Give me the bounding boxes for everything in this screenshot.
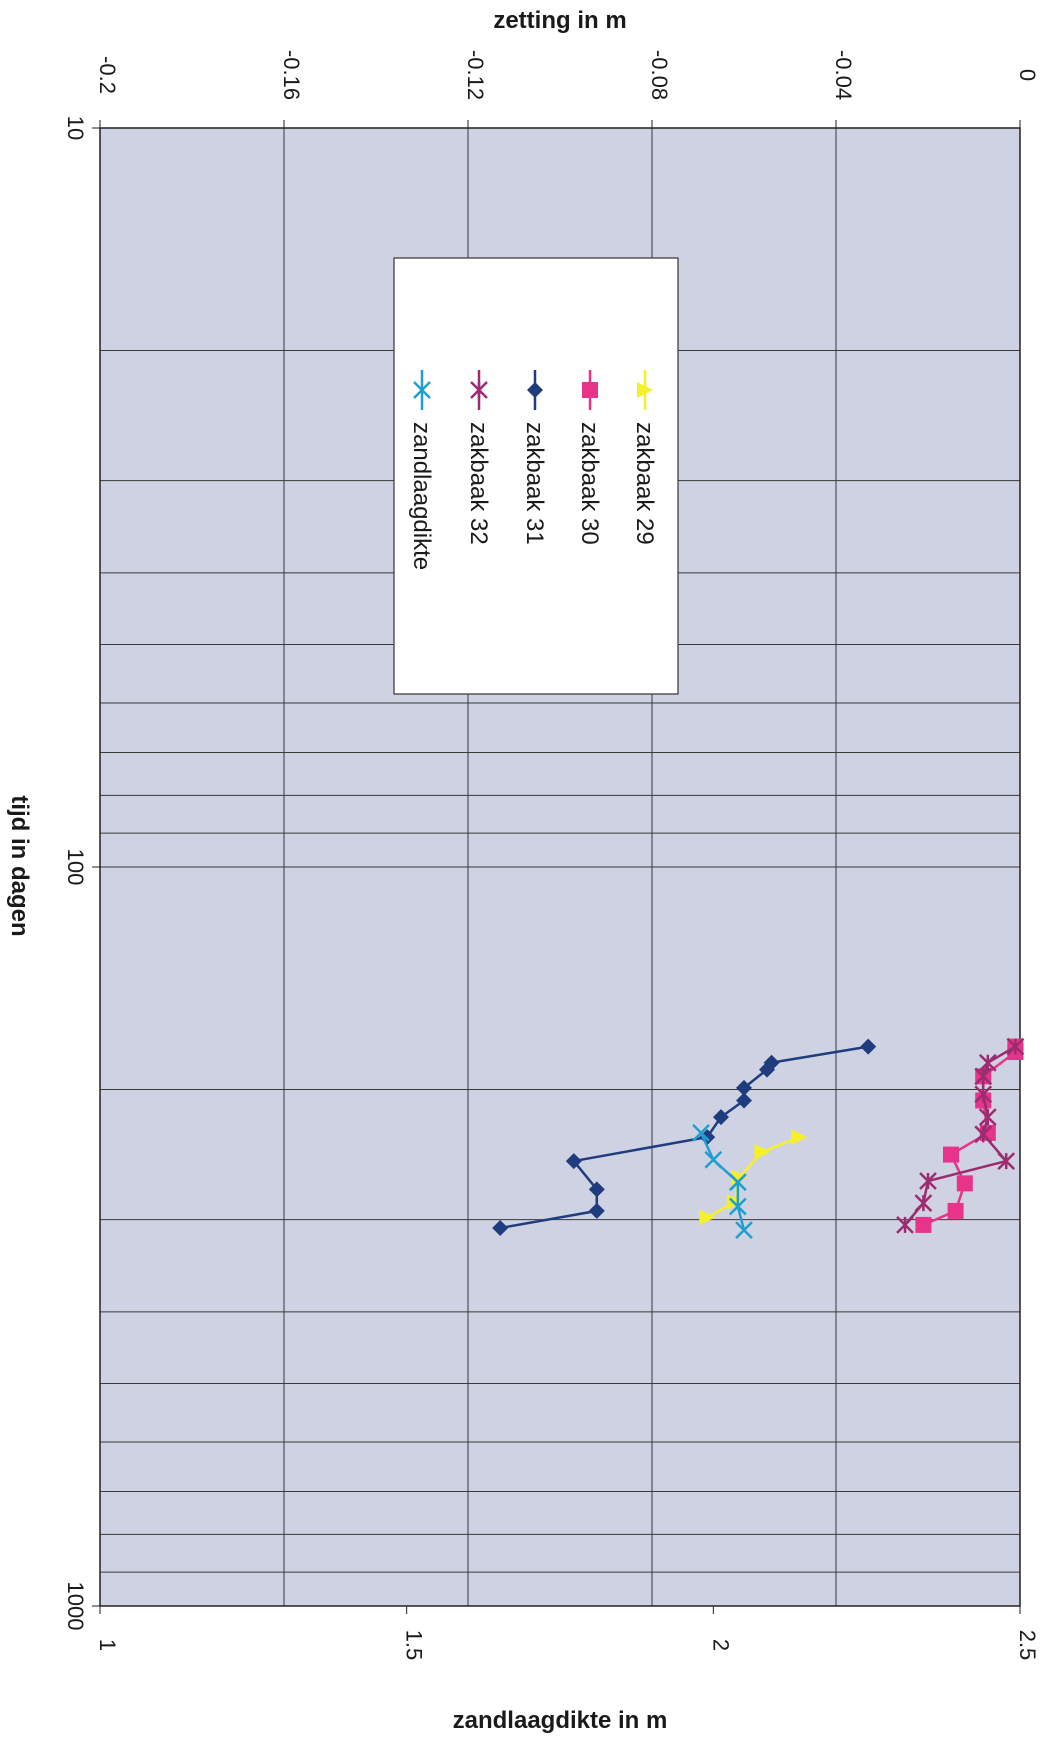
- point-marker: [997, 1152, 1016, 1170]
- point-marker: [588, 1181, 605, 1198]
- series-zakbaak-31: [492, 1038, 877, 1237]
- point-marker: [956, 1175, 973, 1192]
- point-marker: [470, 381, 488, 399]
- point-marker: [791, 1129, 808, 1146]
- point-marker: [754, 1143, 771, 1160]
- axis-title-zandlaagdikte: zandlaagdikte in m: [453, 1707, 668, 1734]
- legend-item: zakbaak 30: [576, 370, 603, 545]
- point-marker: [736, 1092, 752, 1109]
- point-marker: [492, 1220, 509, 1237]
- point-marker: [915, 1216, 932, 1233]
- legend-box: [393, 257, 679, 695]
- tick-label-zandlaagdikte: 2: [708, 1639, 733, 1651]
- axis-title-tijd: tijd in dagen: [6, 795, 33, 936]
- legend: zakbaak 29 zakbaak 30 zakbaak 31 zakbaak 32…: [393, 257, 679, 695]
- point-marker: [943, 1146, 959, 1163]
- series-line: [904, 1045, 1017, 1226]
- legend-item: zandlaagdikte: [408, 370, 435, 570]
- point-marker: [527, 382, 543, 398]
- point-marker: [713, 1109, 729, 1126]
- point-marker: [974, 1067, 993, 1086]
- legend-item: zakbaak 31: [521, 370, 548, 545]
- point-marker: [896, 1216, 914, 1234]
- legend-label: zakbaak 31: [521, 422, 548, 545]
- tick-label-zetting: -0.2: [95, 56, 120, 94]
- tick-label-zandlaagdikte: 1.5: [402, 1630, 427, 1661]
- point-marker: [565, 1153, 582, 1170]
- series-zakbaak-32: [896, 1037, 1025, 1234]
- tick-label-tijd: 100: [63, 849, 88, 886]
- tick-label-zandlaagdikte: 1: [95, 1639, 120, 1651]
- point-marker: [637, 382, 653, 398]
- tick-label-zandlaagdikte: 2.5: [1015, 1630, 1040, 1661]
- tick-label-zetting: 0: [1015, 69, 1040, 81]
- gridlines: [99, 128, 1021, 1606]
- series-zandlaagdikte: [692, 1124, 753, 1240]
- legend-label: zakbaak 30: [576, 422, 603, 545]
- point-marker: [974, 1125, 993, 1144]
- tick-label-zetting: -0.16: [279, 50, 304, 100]
- tick-label-zetting: -0.12: [463, 50, 488, 100]
- point-marker: [699, 1209, 716, 1226]
- point-marker: [914, 1194, 933, 1213]
- point-marker: [974, 1085, 993, 1104]
- tick-label-tijd: 1000: [63, 1582, 88, 1631]
- axis-title-zetting: zetting in m: [493, 7, 626, 34]
- point-marker: [860, 1038, 877, 1055]
- legend-label: zakbaak 29: [631, 422, 658, 545]
- point-marker: [978, 1053, 997, 1072]
- legend-label: zandlaagdikte: [408, 422, 435, 570]
- point-marker: [728, 1173, 747, 1192]
- legend-label: zakbaak 32: [465, 422, 492, 545]
- tick-label-tijd: 10: [63, 116, 88, 140]
- point-marker: [728, 1197, 747, 1216]
- tick-label-zetting: -0.08: [647, 50, 672, 100]
- legend-item: zakbaak 29: [631, 370, 658, 545]
- point-marker: [704, 1150, 723, 1169]
- tick-label-zetting: -0.04: [831, 50, 856, 100]
- point-marker: [759, 1061, 775, 1078]
- legend-item: zakbaak 32: [465, 370, 492, 545]
- point-marker: [582, 382, 598, 398]
- point-marker: [1006, 1037, 1025, 1056]
- point-marker: [978, 1108, 997, 1127]
- point-marker: [699, 1129, 716, 1146]
- point-marker: [947, 1202, 964, 1219]
- point-marker: [692, 1124, 710, 1142]
- point-marker: [588, 1202, 605, 1219]
- point-marker: [735, 1221, 753, 1240]
- point-marker: [413, 381, 431, 399]
- point-marker: [736, 1079, 752, 1096]
- point-marker: [919, 1172, 937, 1190]
